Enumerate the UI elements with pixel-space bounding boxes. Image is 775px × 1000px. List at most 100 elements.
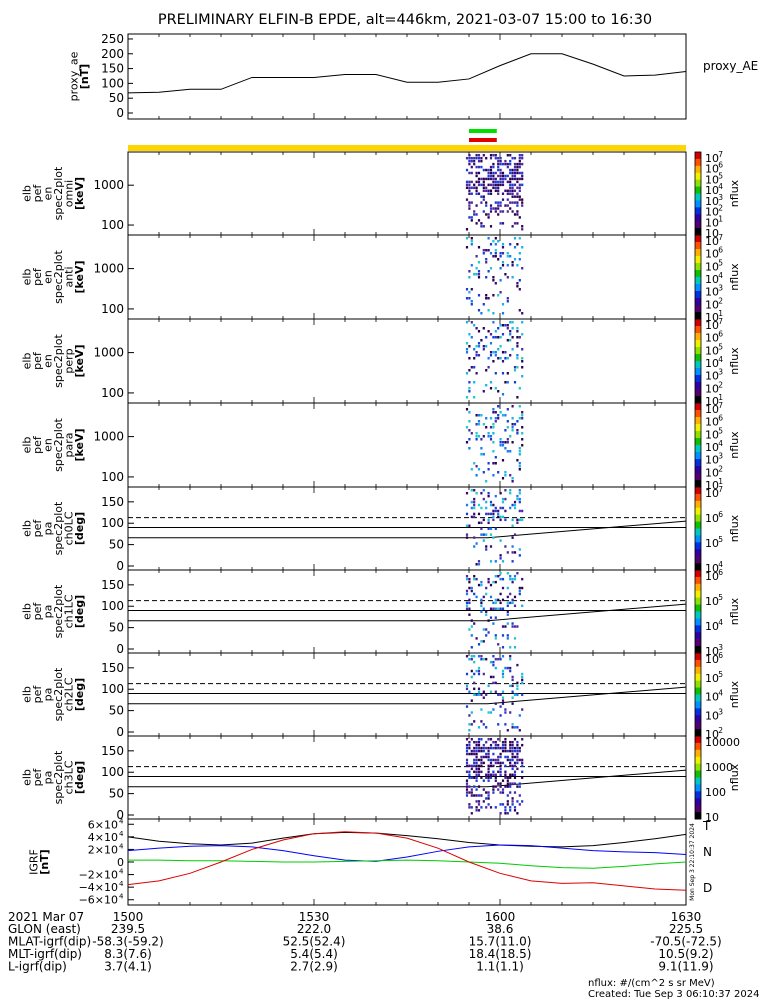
ch3LC-spectrogram-cell xyxy=(513,755,517,759)
perp-spectrogram-cell xyxy=(509,333,512,336)
omni-spectrogram-cell xyxy=(504,174,507,178)
para-ylabel-5: [keV] xyxy=(73,428,86,461)
para-spectrogram-cell xyxy=(485,417,488,420)
ch3LC-spectrogram-cell xyxy=(509,809,512,812)
omni-spectrogram-cell xyxy=(521,225,524,228)
ch3LC-spectrogram-cell xyxy=(477,809,481,812)
omni-spectrogram-cell xyxy=(494,207,497,210)
omni-spectrogram-cell xyxy=(494,186,497,190)
omni-spectrogram-cell xyxy=(489,204,493,207)
ch3LC-spectrogram-cell xyxy=(477,740,481,744)
omni-spectrogram-cell xyxy=(518,189,521,192)
ch1LC-colorbar-seg xyxy=(695,618,701,626)
ch1LC-ytick-label: 50 xyxy=(109,621,124,635)
ch3LC-spectrogram-cell xyxy=(475,776,478,779)
ch3LC-spectrogram-cell xyxy=(470,764,473,768)
ch3LC-spectrogram-cell xyxy=(470,749,473,753)
omni-spectrogram-cell xyxy=(511,168,514,172)
omni-spectrogram-cell xyxy=(470,186,473,190)
ch2LC-spectrogram-cell xyxy=(487,711,490,714)
omni-spectrogram-cell xyxy=(489,183,493,187)
ch0LC-colorbar-seg xyxy=(695,521,701,529)
anti-colorbar-seg xyxy=(695,277,701,285)
anti-spectrogram-cell xyxy=(518,252,521,255)
omni-spectrogram-cell xyxy=(497,183,500,187)
ch1LC-colorbar-label: nflux xyxy=(728,597,741,625)
ch1LC-spectrogram-cell xyxy=(465,577,469,581)
ch1LC-spectrogram-cell xyxy=(489,583,493,587)
anti-ytick-label: 100 xyxy=(101,302,124,316)
omni-spectrogram-cell xyxy=(518,159,521,163)
anti-spectrogram-cell xyxy=(511,261,514,264)
omni-spectrogram-cell xyxy=(482,183,485,187)
x-axis-tick-label: 1530 xyxy=(299,910,330,924)
omni-spectrogram-cell xyxy=(499,177,502,181)
omni-spectrogram-cell xyxy=(477,156,481,160)
perp-spectrogram-cell xyxy=(506,357,509,360)
omni-spectrogram-cell xyxy=(521,171,524,175)
para-colorbar-seg xyxy=(695,480,701,488)
ch1LC-spectrogram-cell xyxy=(506,595,509,599)
omni-spectrogram-cell xyxy=(513,222,517,225)
ch0LC-spectrogram-cell xyxy=(494,506,497,510)
ch0LC-spectrogram-cell xyxy=(516,494,519,498)
ch2LC-spectrogram-cell xyxy=(477,690,481,693)
ch0LC-spectrogram-cell xyxy=(518,489,521,492)
anti-spectrogram-cell xyxy=(477,273,481,276)
anti-spectrogram-cell xyxy=(485,261,488,264)
anti-spectrogram-cell xyxy=(492,276,495,279)
anti-colorbar-seg xyxy=(695,242,701,250)
omni-spectrogram-cell xyxy=(518,216,521,219)
ch0LC-spectrogram-cell xyxy=(470,489,473,492)
omni-spectrogram-cell xyxy=(509,189,512,192)
ch1LC-spectrogram-cell xyxy=(511,622,514,625)
ch0LC-spectrogram-cell xyxy=(511,545,514,548)
ch3LC-spectrogram-cell xyxy=(485,773,488,776)
omni-spectrogram-cell xyxy=(516,168,519,172)
ch1LC-spectrogram-cell xyxy=(506,604,509,608)
ch0LC-spectrogram-cell xyxy=(473,515,476,519)
ch3LC-spectrogram-cell xyxy=(504,740,507,744)
ch3LC-spectrogram-cell xyxy=(511,782,514,785)
omni-colorbar-tick: 10 xyxy=(705,163,719,176)
ch1LC-spectrogram-cell xyxy=(511,625,514,628)
omni-spectrogram-cell xyxy=(501,222,505,225)
perp-spectrogram-cell xyxy=(506,327,509,330)
omni-spectrogram-cell xyxy=(518,154,521,157)
omni-spectrogram-cell xyxy=(492,162,495,166)
ch2LC-spectrogram-cell xyxy=(473,655,476,658)
ch3LC-colorbar-seg xyxy=(695,812,701,820)
omni-spectrogram-cell xyxy=(470,156,473,160)
ch3LC-spectrogram-cell xyxy=(504,806,507,809)
omni-spectrogram-cell xyxy=(516,213,519,216)
ch1LC-spectrogram-cell xyxy=(480,640,483,643)
ch1LC-spectrogram-cell xyxy=(492,601,495,605)
ch3LC-spectrogram-cell xyxy=(465,770,469,774)
perp-spectrogram-cell xyxy=(518,387,521,390)
omni-spectrogram-cell xyxy=(489,156,493,160)
ch0LC-spectrogram-cell xyxy=(518,509,521,513)
para-spectrogram-cell xyxy=(492,474,495,477)
ch0LC-ytick-label: 50 xyxy=(109,538,124,552)
ch2LC-spectrogram-cell xyxy=(485,693,488,696)
omni-spectrogram-cell xyxy=(516,210,519,213)
omni-spectrogram-cell xyxy=(480,159,483,163)
ch2LC-spectrogram-cell xyxy=(465,705,469,708)
omni-spectrogram-cell xyxy=(485,156,488,160)
ch3LC-spectrogram-cell xyxy=(511,764,514,768)
igrf-legend-N: N xyxy=(703,845,712,859)
perp-colorbar-exp: 5 xyxy=(718,342,723,351)
ch3LC-spectrogram-cell xyxy=(475,749,478,753)
ch0LC-colorbar-exp: 7 xyxy=(718,485,723,494)
perp-ylabel-0: elb xyxy=(21,353,34,370)
para-spectrogram-cell xyxy=(465,426,469,429)
ephemeris-value: -58.3(-59.2) xyxy=(92,935,163,949)
yellow-status-bar xyxy=(128,145,686,151)
ch0LC-spectrogram-cell xyxy=(473,489,476,492)
omni-frame xyxy=(127,151,687,236)
anti-colorbar-seg xyxy=(695,312,701,320)
para-colorbar-seg xyxy=(695,431,701,439)
ch2LC-spectrogram-cell xyxy=(489,711,493,714)
perp-spectrogram-cell xyxy=(494,351,497,354)
